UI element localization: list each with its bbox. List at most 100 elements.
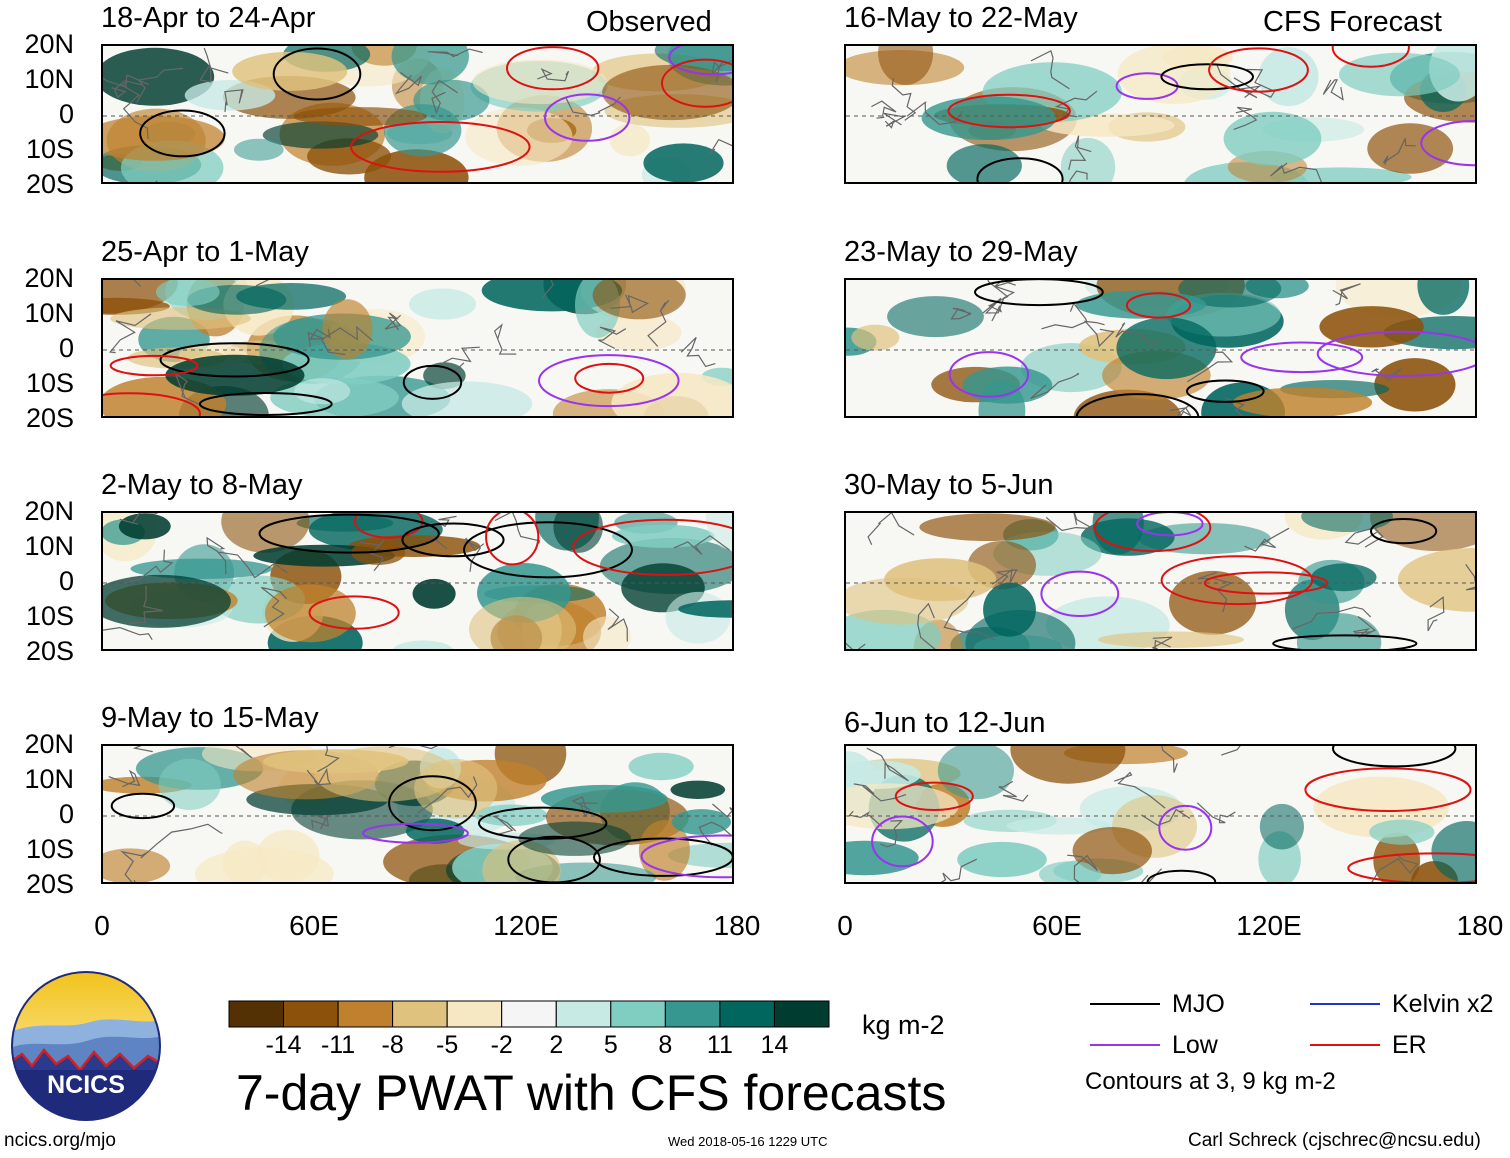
coastline [998, 780, 1029, 802]
coastline [108, 769, 141, 788]
wave-contour [478, 806, 608, 840]
coastline [1216, 63, 1262, 99]
coastline [940, 858, 978, 882]
coastline [306, 767, 332, 786]
anomaly-blob [221, 513, 310, 553]
wave-contour [574, 362, 645, 394]
anomaly-blob [1374, 358, 1456, 412]
footer-website[interactable]: ncics.org/mjo [4, 1130, 116, 1151]
wave-contour [110, 792, 176, 820]
logo-text: NCICS [47, 1071, 125, 1099]
coastline [224, 89, 244, 113]
coastline [1083, 320, 1115, 348]
anomaly-blob [1010, 746, 1126, 784]
anomaly-blob [595, 314, 682, 352]
anomaly-blob [474, 804, 548, 827]
coastline [867, 513, 915, 546]
lat-tick-row3-3: 10S [25, 601, 74, 631]
anomaly-blob [322, 299, 373, 359]
anomaly-blob [878, 46, 934, 85]
lat-tick-row1-1: 10N [24, 64, 74, 94]
lon-tick-left-120e: 120E [493, 910, 559, 941]
lat-tick-row4-3: 10S [25, 834, 74, 864]
coastline [394, 71, 422, 95]
anomaly-blob [946, 144, 1022, 182]
coastline [1141, 808, 1191, 826]
anomaly-blob [262, 121, 379, 149]
anomaly-blob [472, 59, 607, 105]
panel-map-2 [103, 280, 732, 416]
anomaly-blob [846, 840, 919, 876]
coastline [647, 299, 670, 347]
lon-tick-left-0: 0 [94, 910, 110, 941]
lat-tick-row4-1: 10N [24, 764, 74, 794]
lon-tick-right-180: 180 [1456, 910, 1504, 941]
wave-contour [948, 351, 1030, 398]
lon-tick-left-60e: 60E [289, 910, 339, 941]
wave-contour [1093, 513, 1212, 553]
wave-contour [1203, 571, 1328, 595]
coastline [879, 820, 904, 848]
wave-contour [1370, 518, 1438, 545]
lon-tick-right-120e: 120E [1236, 910, 1302, 941]
coastline [119, 513, 158, 525]
panel-map-3 [103, 513, 732, 649]
panel-title-5: 16-May to 22-May [844, 2, 1078, 34]
wave-contour [1146, 869, 1217, 882]
anomaly-blob [184, 80, 276, 111]
contour-note: Contours at 3, 9 kg m-2 [1085, 1068, 1336, 1095]
wave-contour [1125, 292, 1192, 319]
forecast-label: CFS Forecast [1263, 6, 1442, 38]
anomaly-blob [1301, 513, 1393, 532]
lat-tick-row1-0: 20N [24, 29, 74, 59]
coastline [1270, 162, 1322, 182]
coastline [607, 608, 628, 642]
wave-contour [159, 342, 310, 378]
wave-contour [1347, 852, 1475, 882]
colorbar-box [774, 1000, 830, 1028]
wave-contour [1160, 63, 1255, 91]
anomaly-blob [262, 749, 409, 774]
coastline [1151, 636, 1173, 649]
wave-contour [1331, 46, 1410, 68]
anomaly-blob [393, 640, 453, 649]
anomaly-blob [846, 577, 969, 625]
coastline [987, 280, 1009, 322]
wave-contour [593, 837, 732, 877]
coastline [174, 371, 203, 407]
lat-tick-row2-1: 10N [24, 298, 74, 328]
panel-title-8: 6-Jun to 12-Jun [844, 707, 1046, 739]
panel-observed-2 [101, 278, 734, 418]
anomaly-blob [1417, 280, 1470, 315]
panel-observed-1 [101, 44, 734, 184]
coastline [384, 312, 402, 331]
coastline [218, 551, 288, 579]
coastline [698, 821, 732, 846]
anomaly-blob [919, 513, 1056, 541]
observed-label: Observed [586, 6, 712, 38]
coastline [866, 747, 909, 782]
wave-contour [1040, 570, 1120, 618]
wave-contour [258, 513, 440, 554]
legend-lines [1090, 1003, 1380, 1046]
anomaly-blob [165, 354, 305, 396]
panel-map-6 [846, 280, 1475, 416]
colorbar-tick-label: 14 [760, 1031, 789, 1059]
coastline [128, 585, 163, 624]
anomaly-blob [1373, 832, 1421, 882]
anomaly-blob [1370, 513, 1475, 551]
lat-tick-row3-4: 20S [25, 636, 74, 666]
coastline [124, 549, 174, 584]
anomaly-blob [103, 115, 225, 161]
wave-contour [668, 46, 732, 76]
wave-contour [463, 521, 633, 579]
wave-contour [572, 518, 732, 576]
anomaly-blob [1223, 111, 1322, 166]
coastline [1196, 802, 1236, 824]
colorbar-tick-label: 11 [706, 1031, 733, 1059]
anomaly-blob [1116, 317, 1217, 380]
anomaly-blob [409, 288, 476, 320]
footer-author: Carl Schreck (cjschrec@ncsu.edu) [1188, 1130, 1481, 1151]
lon-tick-left-180: 180 [713, 910, 761, 941]
lon-tick-right-0: 0 [837, 910, 853, 941]
